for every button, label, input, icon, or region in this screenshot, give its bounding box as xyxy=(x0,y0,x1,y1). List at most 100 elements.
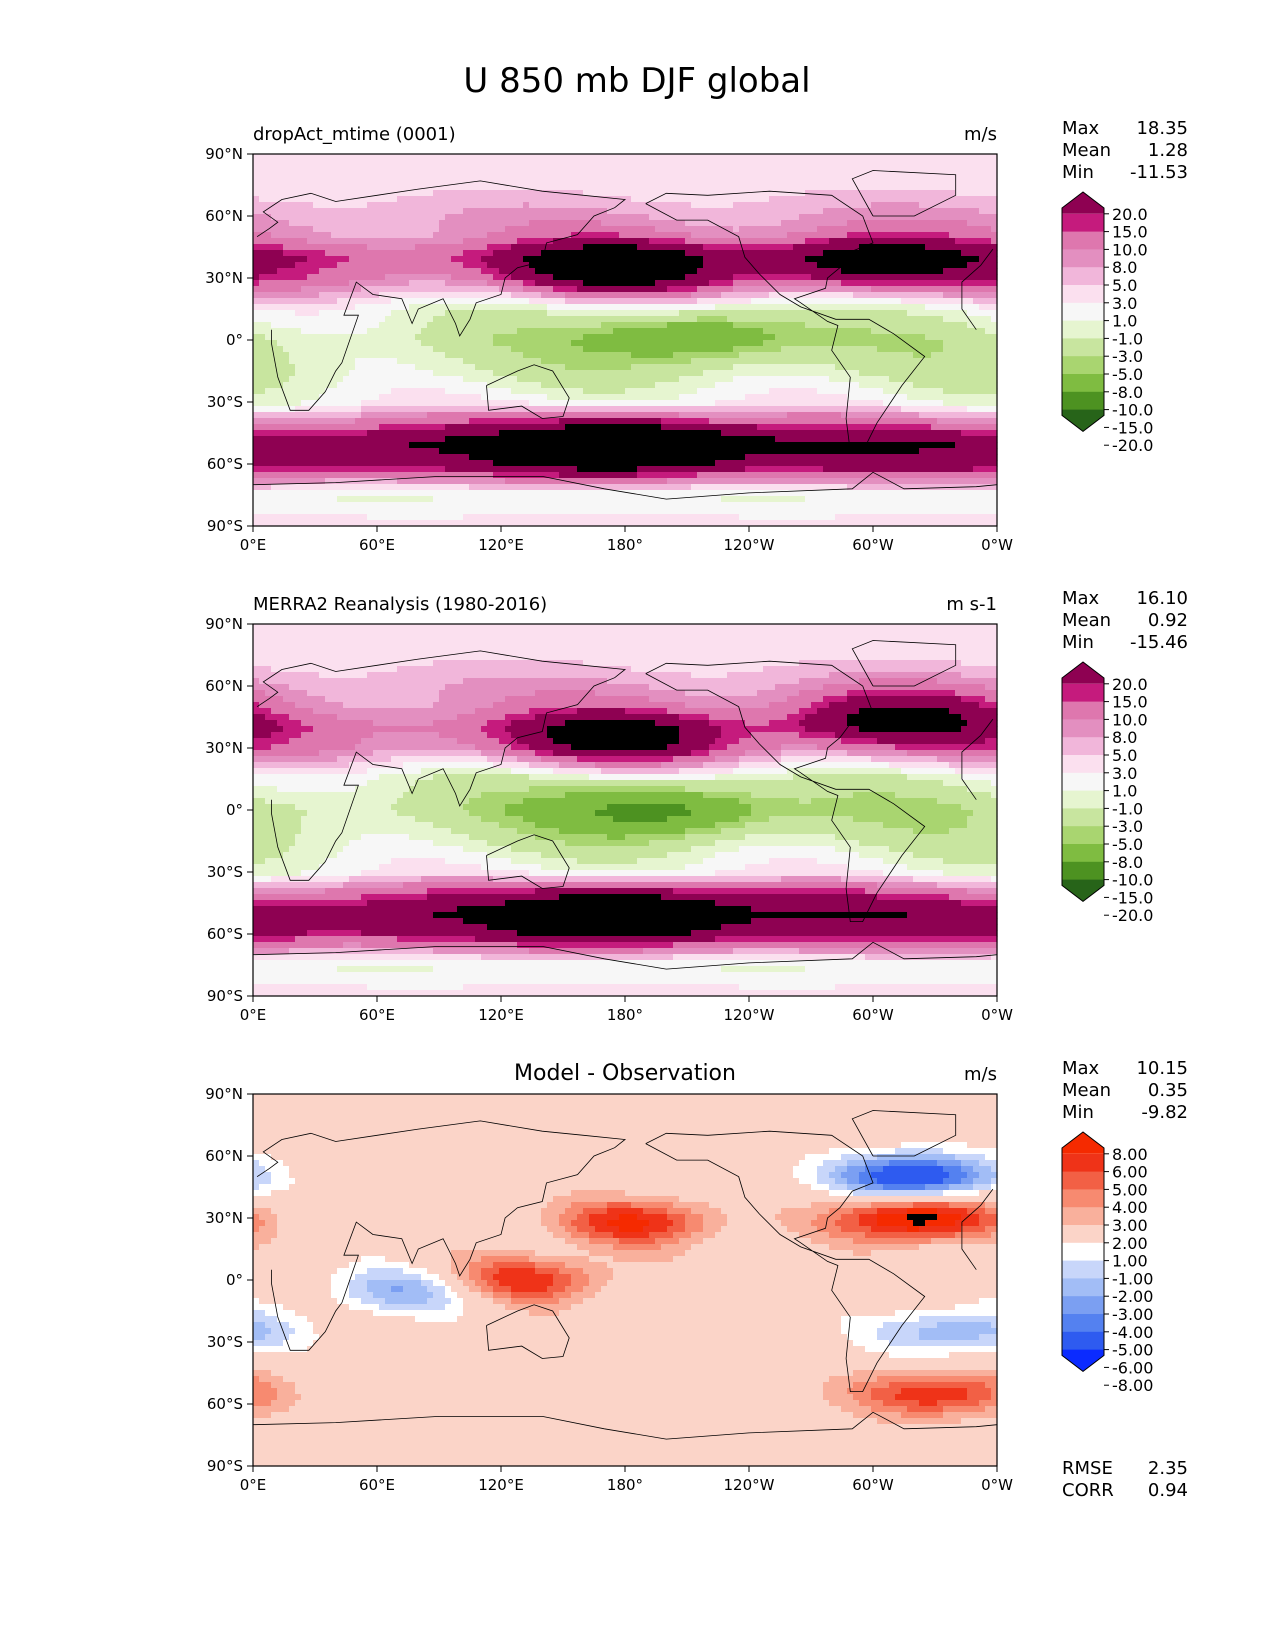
field-cell xyxy=(895,238,902,245)
field-cell xyxy=(253,376,260,383)
field-cell xyxy=(301,154,308,161)
field-cell xyxy=(439,346,446,353)
field-cell xyxy=(499,292,506,299)
field-cell xyxy=(859,298,866,305)
field-cell xyxy=(577,280,584,287)
field-cell xyxy=(391,394,398,401)
field-cell xyxy=(931,262,938,269)
field-cell xyxy=(877,352,884,359)
field-cell xyxy=(289,334,296,341)
field-cell xyxy=(679,334,686,341)
field-cell xyxy=(319,358,326,365)
field-cell xyxy=(529,298,536,305)
field-cell xyxy=(931,256,938,263)
field-cell xyxy=(427,358,434,365)
field-cell xyxy=(877,364,884,371)
field-cell xyxy=(571,358,578,365)
field-cell xyxy=(643,196,650,203)
field-cell xyxy=(601,268,608,275)
field-cell xyxy=(295,172,302,179)
field-cell xyxy=(745,376,752,383)
field-cell xyxy=(883,166,890,173)
field-cell xyxy=(781,268,788,275)
field-cell xyxy=(505,304,512,311)
field-cell xyxy=(439,244,446,251)
field-cell xyxy=(829,388,836,395)
field-cell xyxy=(691,358,698,365)
field-cell xyxy=(271,196,278,203)
field-cell xyxy=(643,226,650,233)
field-cell xyxy=(727,196,734,203)
field-cell xyxy=(901,196,908,203)
field-cell xyxy=(745,238,752,245)
field-cell xyxy=(541,178,548,185)
field-cell xyxy=(529,388,536,395)
field-cell xyxy=(697,256,704,263)
field-cell xyxy=(751,322,758,329)
field-cell xyxy=(475,298,482,305)
field-cell xyxy=(487,172,494,179)
field-cell xyxy=(403,220,410,227)
field-cell xyxy=(967,196,974,203)
field-cell xyxy=(253,316,260,323)
field-cell xyxy=(445,250,452,257)
field-cell xyxy=(775,238,782,245)
field-cell xyxy=(409,376,416,383)
field-cell xyxy=(583,154,590,161)
field-cell xyxy=(643,262,650,269)
field-cell xyxy=(445,316,452,323)
field-cell xyxy=(307,370,314,377)
field-cell xyxy=(685,388,692,395)
field-cell xyxy=(355,292,362,299)
field-cell xyxy=(301,196,308,203)
field-cell xyxy=(811,310,818,317)
field-cell xyxy=(793,388,800,395)
field-cell xyxy=(487,244,494,251)
field-cell xyxy=(385,244,392,251)
field-cell xyxy=(439,214,446,221)
field-cell xyxy=(463,226,470,233)
field-cell xyxy=(757,232,764,239)
field-cell xyxy=(781,388,788,395)
field-cell xyxy=(841,340,848,347)
field-cell xyxy=(631,202,638,209)
field-cell xyxy=(409,292,416,299)
field-cell xyxy=(697,358,704,365)
field-cell xyxy=(535,274,542,281)
field-cell xyxy=(313,232,320,239)
field-cell xyxy=(535,280,542,287)
field-cell xyxy=(811,154,818,161)
field-cell xyxy=(667,322,674,329)
field-cell xyxy=(883,190,890,197)
field-cell xyxy=(487,262,494,269)
field-cell xyxy=(373,214,380,221)
field-cell xyxy=(463,202,470,209)
field-cell xyxy=(385,322,392,329)
field-cell xyxy=(871,196,878,203)
field-cell xyxy=(559,184,566,191)
field-cell xyxy=(847,214,854,221)
field-cell xyxy=(919,184,926,191)
field-cell xyxy=(499,382,506,389)
field-cell xyxy=(499,196,506,203)
field-cell xyxy=(991,352,998,359)
field-cell xyxy=(829,370,836,377)
field-cell xyxy=(391,370,398,377)
field-cell xyxy=(331,364,338,371)
field-cell xyxy=(799,346,806,353)
field-cell xyxy=(811,226,818,233)
field-cell xyxy=(589,346,596,353)
field-cell xyxy=(259,160,266,167)
field-cell xyxy=(463,280,470,287)
field-cell xyxy=(913,280,920,287)
field-cell xyxy=(475,202,482,209)
field-cell xyxy=(571,190,578,197)
field-cell xyxy=(469,172,476,179)
field-cell xyxy=(553,274,560,281)
field-cell xyxy=(559,202,566,209)
field-cell xyxy=(409,172,416,179)
field-cell xyxy=(703,298,710,305)
field-cell xyxy=(325,208,332,215)
field-cell xyxy=(661,382,668,389)
field-cell xyxy=(811,178,818,185)
